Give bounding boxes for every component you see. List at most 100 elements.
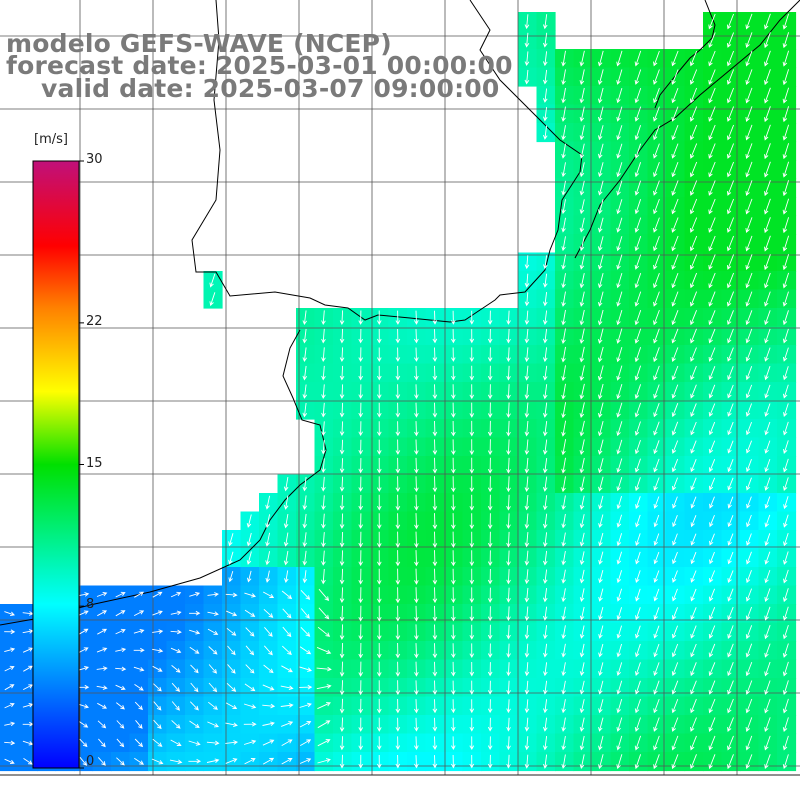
wind-arrow — [524, 328, 530, 344]
wind-arrow — [689, 161, 698, 178]
wind-arrow — [317, 720, 331, 729]
wind-arrow — [469, 587, 475, 604]
wind-arrow — [597, 402, 604, 418]
wind-arrow — [78, 628, 89, 635]
wind-arrow — [634, 754, 642, 770]
wind-arrow — [115, 628, 126, 635]
wind-arrow — [597, 272, 604, 289]
wind-arrow — [764, 625, 771, 640]
wind-arrow — [96, 591, 108, 597]
wind-arrow — [432, 310, 438, 325]
wind-arrow — [339, 421, 345, 437]
wind-arrow — [506, 736, 511, 751]
wind-arrow — [634, 309, 642, 326]
wind-arrow — [598, 754, 604, 770]
wind-arrow — [634, 162, 642, 178]
wind-arrow — [281, 739, 293, 746]
wind-arrow — [653, 717, 660, 732]
wind-arrow — [708, 625, 716, 639]
wind-arrow — [635, 570, 641, 583]
wind-arrow — [300, 589, 311, 600]
wind-arrow — [377, 736, 382, 751]
wind-arrow — [671, 50, 679, 67]
wind-arrow — [543, 255, 548, 270]
wind-arrow — [561, 125, 566, 141]
colorbar-tick-label: 30 — [86, 152, 103, 167]
colorbar-tick-label: 22 — [86, 313, 103, 329]
wind-arrow — [561, 162, 566, 178]
coastline-northeast — [574, 0, 800, 259]
wind-arrow — [708, 459, 716, 473]
wind-arrow — [451, 550, 456, 567]
wind-arrow — [339, 587, 345, 604]
wind-arrow — [395, 421, 401, 437]
wind-arrow — [395, 402, 401, 418]
wind-arrow — [708, 570, 716, 583]
wind-arrow — [302, 570, 308, 584]
wind-arrow — [432, 717, 438, 732]
wind-arrow — [414, 457, 419, 474]
wind-arrow — [597, 291, 604, 307]
wind-arrow — [689, 69, 698, 85]
wind-arrow — [524, 643, 530, 658]
wind-arrow — [598, 588, 604, 602]
wind-arrow — [764, 50, 771, 67]
wind-arrow — [782, 32, 790, 49]
wind-arrow — [561, 69, 566, 86]
wind-arrow — [302, 328, 308, 344]
wind-arrow — [189, 610, 201, 616]
wind-arrow — [782, 366, 789, 381]
wind-arrow — [524, 32, 530, 48]
wind-arrow — [745, 698, 753, 714]
wind-arrow — [598, 532, 604, 547]
wind-arrow — [524, 513, 530, 529]
wind-arrow — [653, 607, 660, 621]
wind-arrow — [634, 421, 641, 436]
wind-arrow — [579, 606, 585, 621]
wind-arrow — [726, 106, 735, 122]
wind-arrow — [115, 591, 126, 598]
wind-arrow — [579, 106, 585, 122]
wind-arrow — [690, 551, 697, 565]
wind-arrow — [708, 291, 716, 307]
wind-arrow — [616, 439, 623, 455]
wind-arrow — [300, 608, 310, 619]
wind-arrow — [561, 699, 566, 714]
wind-arrow — [783, 440, 789, 455]
wind-arrow — [226, 682, 237, 692]
wind-arrow — [727, 347, 734, 362]
wind-arrow — [487, 457, 493, 474]
wind-arrow — [317, 626, 331, 637]
wind-arrow — [579, 217, 585, 233]
wind-arrow — [245, 627, 255, 637]
wind-arrow — [597, 365, 604, 381]
wind-arrow — [671, 625, 679, 639]
wind-arrow — [598, 180, 604, 196]
wind-arrow — [358, 513, 363, 530]
wind-arrow — [764, 754, 771, 769]
wind-arrow — [782, 198, 790, 215]
wind-arrow — [414, 513, 419, 530]
wind-arrow — [708, 366, 716, 381]
wind-arrow — [116, 738, 125, 748]
wind-arrow — [152, 591, 163, 598]
wind-arrow — [321, 568, 326, 585]
wind-arrow — [689, 291, 698, 307]
wind-arrow — [170, 629, 182, 635]
wind-arrow — [487, 662, 493, 677]
wind-arrow — [579, 662, 585, 677]
wind-arrow — [690, 365, 697, 381]
wind-arrow — [245, 664, 255, 674]
wind-arrow — [377, 698, 382, 714]
wind-arrow — [265, 495, 271, 510]
wind-arrow — [690, 421, 697, 436]
wind-arrow — [321, 458, 326, 474]
wind-arrow — [542, 384, 548, 400]
wind-arrow — [782, 217, 790, 234]
wind-arrow — [616, 458, 623, 473]
wind-arrow — [745, 272, 753, 289]
wind-arrow — [616, 551, 623, 565]
wind-arrow — [339, 698, 345, 714]
wind-arrow — [414, 421, 419, 437]
wind-arrow — [783, 403, 789, 417]
